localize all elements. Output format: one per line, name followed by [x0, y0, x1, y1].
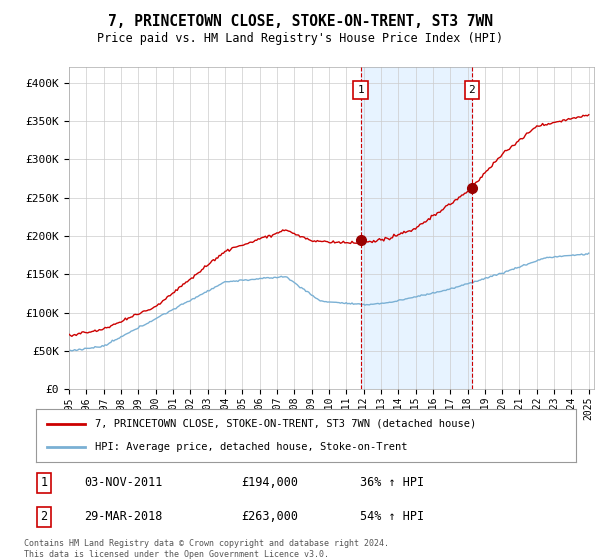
Text: Price paid vs. HM Land Registry's House Price Index (HPI): Price paid vs. HM Land Registry's House … [97, 32, 503, 45]
Text: 03-NOV-2011: 03-NOV-2011 [85, 477, 163, 489]
Text: Contains HM Land Registry data © Crown copyright and database right 2024.
This d: Contains HM Land Registry data © Crown c… [24, 539, 389, 559]
Text: 2: 2 [41, 510, 47, 523]
Text: 29-MAR-2018: 29-MAR-2018 [85, 510, 163, 523]
Text: 1: 1 [41, 477, 47, 489]
Text: 1: 1 [357, 85, 364, 95]
Text: 7, PRINCETOWN CLOSE, STOKE-ON-TRENT, ST3 7WN (detached house): 7, PRINCETOWN CLOSE, STOKE-ON-TRENT, ST3… [95, 419, 476, 429]
Text: £263,000: £263,000 [241, 510, 298, 523]
Bar [361, 67, 472, 389]
Text: HPI: Average price, detached house, Stoke-on-Trent: HPI: Average price, detached house, Stok… [95, 442, 408, 452]
Text: 36% ↑ HPI: 36% ↑ HPI [360, 477, 424, 489]
Text: 7, PRINCETOWN CLOSE, STOKE-ON-TRENT, ST3 7WN: 7, PRINCETOWN CLOSE, STOKE-ON-TRENT, ST3… [107, 14, 493, 29]
Text: 54% ↑ HPI: 54% ↑ HPI [360, 510, 424, 523]
Text: 2: 2 [469, 85, 475, 95]
Text: £194,000: £194,000 [241, 477, 298, 489]
